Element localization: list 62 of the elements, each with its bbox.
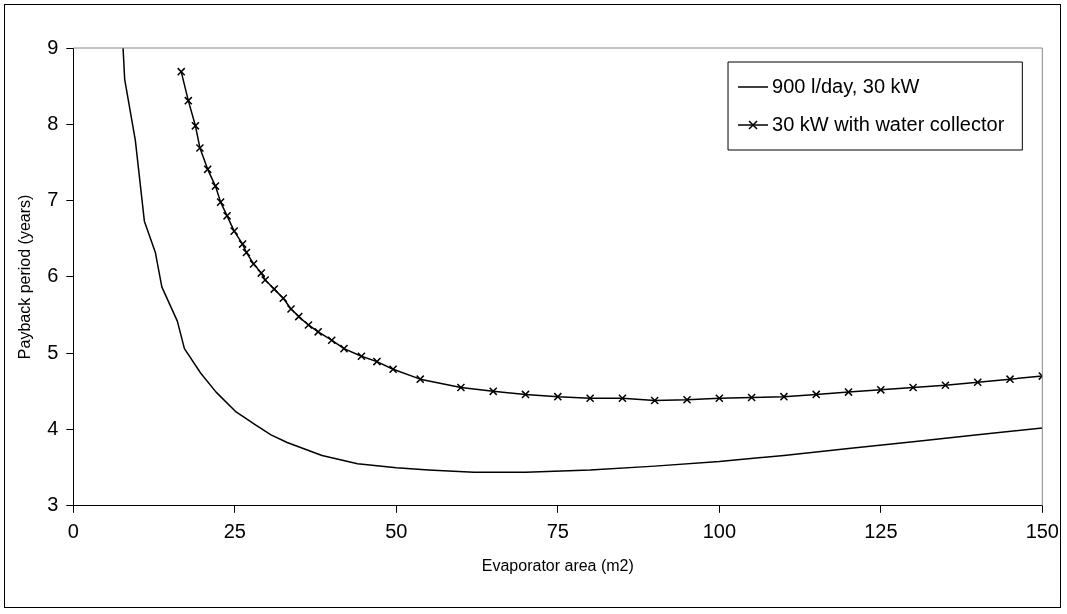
point xyxy=(973,377,982,387)
point xyxy=(260,275,270,285)
point xyxy=(184,96,193,105)
point xyxy=(257,268,266,278)
point xyxy=(357,351,366,361)
x-tick-label: 125 xyxy=(864,520,898,543)
point xyxy=(294,312,304,321)
point xyxy=(269,284,279,294)
x-axis-title: Evaporator area (m2) xyxy=(481,556,634,574)
y-axis-title: Payback period (years) xyxy=(16,194,34,360)
point xyxy=(195,143,205,153)
point xyxy=(339,344,349,353)
point xyxy=(415,374,425,384)
legend-label: 30 kW with water collector xyxy=(772,112,1005,135)
y-tick-label: 4 xyxy=(47,417,59,440)
point xyxy=(456,383,466,392)
y-tick-label: 6 xyxy=(47,264,59,287)
point xyxy=(521,390,530,399)
point xyxy=(779,392,789,401)
y-tick-label: 9 xyxy=(47,35,59,58)
x-tick-label: 25 xyxy=(223,520,246,543)
point xyxy=(216,197,225,207)
legend-label: 900 l/day, 30 kW xyxy=(772,74,920,97)
y-tick-label: 7 xyxy=(47,188,59,211)
point xyxy=(618,393,627,403)
point xyxy=(191,121,200,131)
point xyxy=(941,380,950,390)
point xyxy=(388,364,398,374)
x-tick-label: 0 xyxy=(67,520,79,543)
point xyxy=(286,304,296,314)
point xyxy=(585,393,595,403)
y-tick-label: 8 xyxy=(47,111,59,134)
point xyxy=(327,335,337,345)
point xyxy=(682,395,692,405)
point xyxy=(242,248,251,257)
y-tick-label: 5 xyxy=(47,340,59,363)
point xyxy=(238,239,247,249)
point xyxy=(211,181,220,191)
point xyxy=(553,392,563,401)
point xyxy=(488,387,498,396)
x-tick-label: 75 xyxy=(546,520,569,543)
point xyxy=(908,383,918,392)
x-tick-label: 50 xyxy=(385,520,408,543)
point xyxy=(372,357,382,366)
point xyxy=(278,293,288,303)
point xyxy=(747,393,756,402)
point xyxy=(249,259,258,269)
point xyxy=(222,211,232,221)
point xyxy=(229,226,239,236)
point xyxy=(876,385,886,395)
point xyxy=(811,390,821,399)
point xyxy=(313,327,323,337)
x-tick-label: 150 xyxy=(1025,520,1059,543)
y-tick-label: 3 xyxy=(47,493,59,516)
point xyxy=(844,387,853,397)
x-tick-label: 100 xyxy=(702,520,737,543)
point xyxy=(176,67,186,76)
point xyxy=(203,165,212,174)
point xyxy=(715,393,724,403)
point xyxy=(650,396,659,405)
point xyxy=(304,320,313,330)
point xyxy=(1005,374,1015,384)
